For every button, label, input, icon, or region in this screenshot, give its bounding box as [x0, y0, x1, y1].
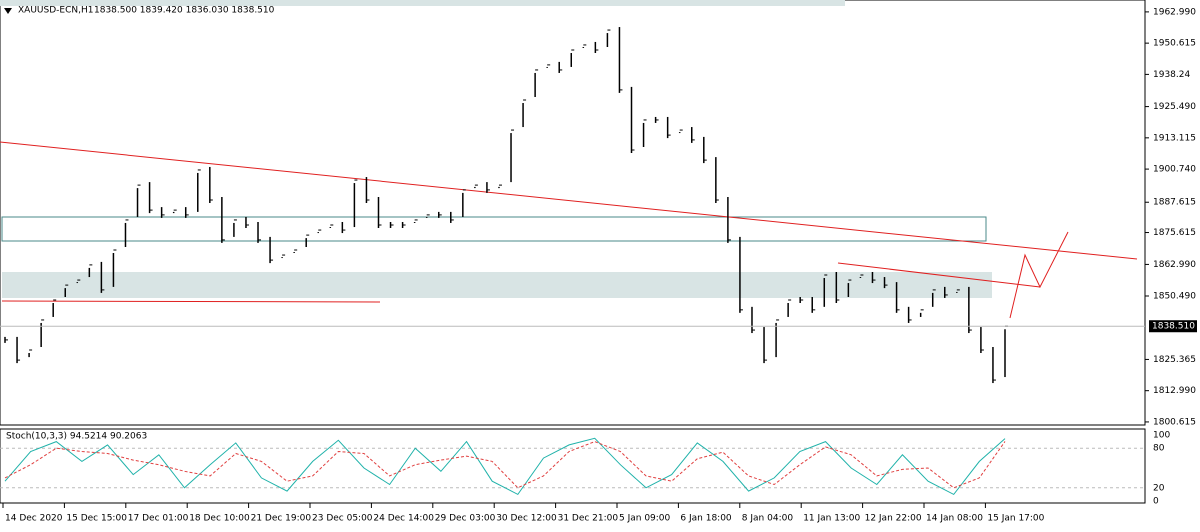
zone: [2, 272, 992, 298]
y-tick-label: 0: [1153, 497, 1159, 507]
stoch-line: [4, 437, 1006, 496]
x-tick-label: 24 Dec 14:00: [373, 514, 434, 524]
x-tick-label: 12 Jan 22:00: [865, 514, 922, 524]
ohlc: 1838.500 1839.420 1836.030 1838.510: [94, 6, 275, 16]
x-tick-label: 6 Jan 18:00: [680, 514, 732, 524]
projection: [1009, 231, 1069, 319]
sub-frame: [0, 428, 1146, 504]
y-tick-label: 1875.615: [1153, 228, 1196, 238]
x-tick-label: 14 Dec 2020: [5, 514, 63, 524]
y-tick-label: 1800.615: [1153, 417, 1196, 427]
top-band: [0, 0, 845, 6]
y-tick-label: 1812.990: [1153, 386, 1196, 396]
x-tick-label: 15 Jan 17:00: [987, 514, 1044, 524]
x-tick-label: 8 Jan 04:00: [742, 514, 794, 524]
last-price-box: [1149, 320, 1197, 333]
y-tick-label: 1950.615: [1153, 39, 1196, 49]
x-tick-label: 17 Dec 01:00: [128, 514, 189, 524]
y-tick-label: 1850.490: [1153, 291, 1196, 301]
last-price-label: 1838.510: [1152, 322, 1195, 332]
y-tick-label: 1900.740: [1153, 165, 1196, 175]
x-tick-label: 18 Dec 10:00: [189, 514, 250, 524]
y-tick-label: 1887.615: [1153, 198, 1196, 208]
x-tick-label: 15 Dec 15:00: [66, 514, 127, 524]
x-tick-label: 29 Dec 03:00: [435, 514, 496, 524]
stoch-line: [4, 441, 1006, 489]
main-frame: [0, 0, 1146, 426]
y-tick-label: 80: [1153, 444, 1165, 454]
y-tick-label: 1825.365: [1153, 355, 1196, 365]
zone-outline: [1, 216, 987, 242]
y-tick-label: 1938.24: [1153, 70, 1190, 80]
x-tick-label: 5 Jan 09:00: [619, 514, 671, 524]
stoch-title: Stoch(10,3,3) 94.5214 90.2063: [6, 432, 147, 442]
x-tick-label: 23 Dec 05:00: [312, 514, 373, 524]
y-tick-label: 1925.490: [1153, 102, 1196, 112]
trendline: [837, 262, 1041, 288]
x-tick-label: 11 Jan 13:00: [803, 514, 860, 524]
y-tick-label: 1962.990: [1153, 7, 1196, 17]
x-tick-label: 14 Jan 08:00: [926, 514, 983, 524]
symbol: XAUUSD-ECN,H1: [18, 6, 93, 16]
menu-arrow[interactable]: [4, 8, 12, 14]
x-tick-label: 30 Dec 12:00: [496, 514, 557, 524]
x-tick-label: 21 Dec 19:00: [251, 514, 312, 524]
y-tick-label: 20: [1153, 483, 1165, 493]
y-tick-label: 1913.115: [1153, 133, 1196, 143]
x-tick-label: 31 Dec 21:00: [558, 514, 619, 524]
y-tick-label: 100: [1153, 431, 1170, 441]
y-tick-label: 1862.990: [1153, 260, 1196, 270]
support-line: [1, 300, 381, 303]
trendline: [0, 141, 1138, 260]
